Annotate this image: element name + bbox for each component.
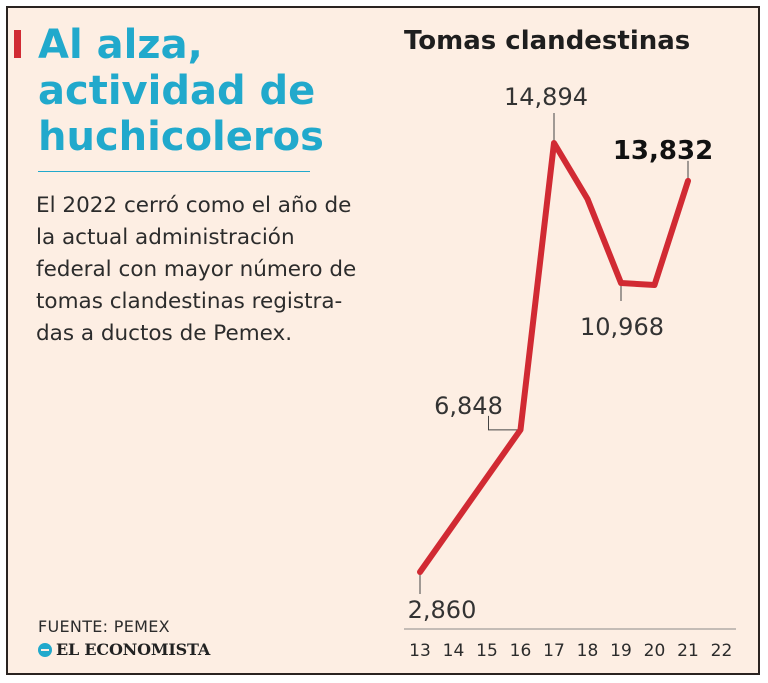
data-label: 2,860 <box>408 596 477 624</box>
data-point <box>619 281 623 285</box>
data-point <box>552 141 556 145</box>
data-point <box>686 179 690 183</box>
accent-bar <box>14 30 21 58</box>
data-point <box>451 522 456 527</box>
series-line <box>417 140 691 575</box>
x-tick-label: 15 <box>476 641 498 661</box>
x-tick-label: 13 <box>409 641 431 661</box>
brand-name: EL ECONOMISTA <box>56 640 211 659</box>
leader-line <box>488 415 521 431</box>
x-tick-label: 14 <box>443 641 465 661</box>
x-tick-label: 18 <box>577 641 599 661</box>
data-label: 6,848 <box>434 392 503 420</box>
data-point <box>418 570 422 574</box>
chart-title: Tomas clandestinas <box>404 26 690 56</box>
data-point <box>652 283 657 287</box>
infographic-card <box>6 6 760 675</box>
brand-globe-icon <box>38 642 52 657</box>
brand-logo: EL ECONOMISTA <box>38 640 210 659</box>
body-text: El 2022 cerró como el año de la actual a… <box>36 193 357 346</box>
data-label: 13,832 <box>613 136 713 166</box>
source-credit: FUENTE: PEMEX <box>38 617 170 636</box>
data-label: 14,894 <box>504 83 588 111</box>
x-tick-label: 16 <box>510 641 532 661</box>
data-point <box>485 475 489 480</box>
x-tick-label: 19 <box>610 641 632 661</box>
x-tick-label: 21 <box>677 641 699 661</box>
x-tick-label: 17 <box>543 641 565 661</box>
data-label: 10,968 <box>580 313 664 341</box>
headline: Al alza, actividad de huchicoleros <box>38 22 324 160</box>
data-point <box>518 428 523 432</box>
data-point <box>585 197 590 201</box>
x-tick-label: 22 <box>711 641 733 661</box>
headline-rule <box>38 171 310 172</box>
x-tick-label: 20 <box>644 641 666 661</box>
